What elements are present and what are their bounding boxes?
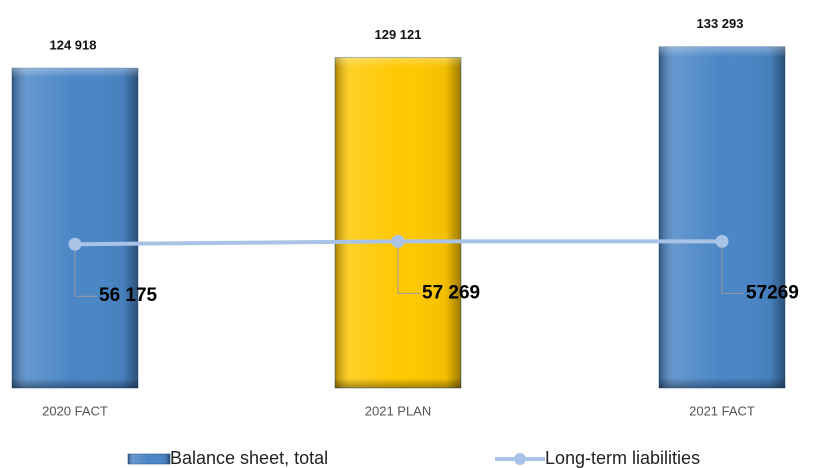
x-tick-label: 2021 PLAN (365, 403, 432, 418)
data-label: 56 175 (99, 285, 158, 306)
line-marker (715, 234, 729, 248)
leader-line (721, 247, 744, 294)
data-label: 57 269 (422, 282, 480, 303)
data-label: 129 121 (375, 27, 422, 42)
data-label: 57269 (746, 282, 799, 303)
line-marker (68, 237, 82, 251)
bar-bevel (12, 68, 138, 388)
legend-swatch-bevel (128, 454, 170, 464)
bar-bevel (659, 46, 785, 388)
leader-line (397, 247, 420, 294)
data-label: 133 293 (697, 16, 744, 31)
leader-line (74, 250, 97, 297)
x-tick-label: 2020 FACT (42, 403, 108, 418)
x-tick-label: 2021 FACT (689, 403, 755, 418)
line-marker (391, 234, 405, 248)
data-label: 124 918 (50, 38, 97, 53)
legend-swatch-marker (514, 453, 526, 465)
bar-bevel (335, 57, 461, 388)
legend-label: Balance sheet, total (170, 448, 328, 468)
legend-label: Long-term liabilities (545, 448, 700, 468)
